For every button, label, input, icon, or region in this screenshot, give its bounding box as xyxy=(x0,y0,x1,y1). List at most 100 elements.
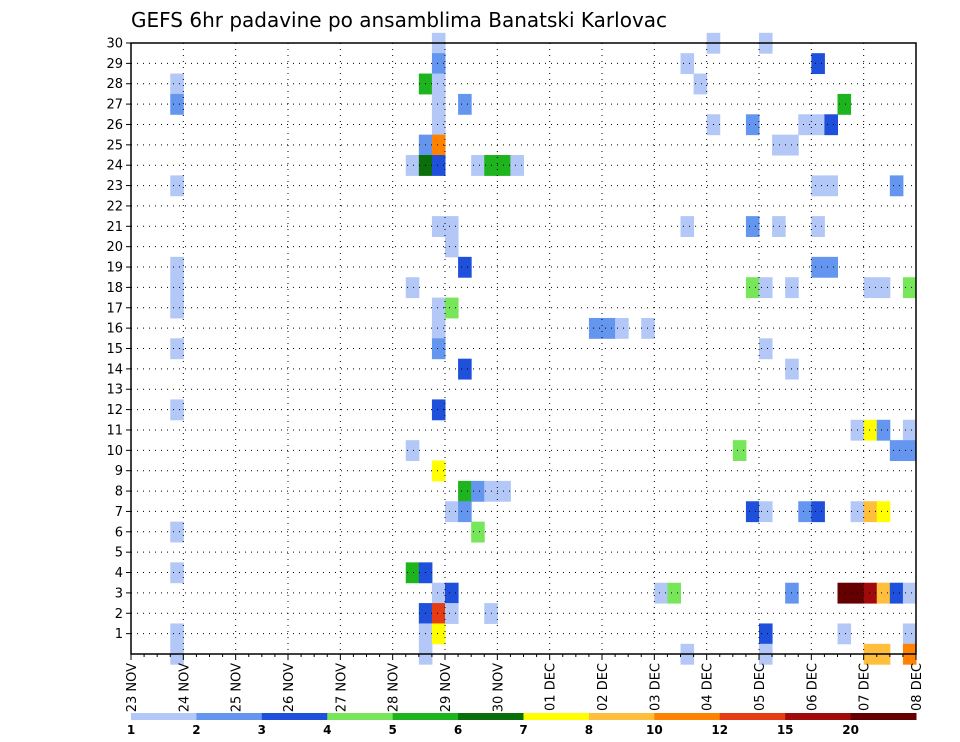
legend-label: 2 xyxy=(192,723,200,737)
heatmap-cell xyxy=(889,582,904,604)
y-tick-label: 26 xyxy=(106,118,123,133)
legend-swatch xyxy=(327,713,394,720)
heatmap-cell xyxy=(876,419,891,441)
y-tick-label: 15 xyxy=(106,342,123,357)
heatmap-cell xyxy=(889,440,904,462)
legend-label: 10 xyxy=(646,723,663,737)
heatmap-cell xyxy=(471,155,485,176)
heatmap-cell xyxy=(759,501,773,523)
heatmap-cell xyxy=(431,399,446,421)
y-tick-label: 24 xyxy=(106,159,123,174)
heatmap-cell xyxy=(680,53,695,75)
y-tick-label: 7 xyxy=(115,505,123,520)
x-axis: 23 NOV 24 NOV 25 NOV 26 NOV 27 NOV 28 NOV 29 N… xyxy=(125,654,925,712)
y-tick-label: 8 xyxy=(115,485,123,500)
heatmap-cell xyxy=(602,317,616,339)
heatmap-cell xyxy=(445,216,459,237)
y-tick-label: 1 xyxy=(115,627,123,642)
legend-label: 8 xyxy=(585,723,593,737)
y-tick-label: 9 xyxy=(115,464,123,479)
heatmap-cell xyxy=(837,93,852,115)
heatmap-cell xyxy=(170,521,184,543)
heatmap-cell xyxy=(863,277,878,299)
heatmap-cell xyxy=(405,155,420,176)
heatmap-cell xyxy=(431,53,446,75)
heatmap-cell xyxy=(759,623,773,645)
heatmap-cell xyxy=(458,480,472,502)
heatmap-cell xyxy=(445,297,459,319)
legend-swatch xyxy=(654,713,721,720)
heatmap-cell xyxy=(902,440,917,462)
y-tick-label: 22 xyxy=(106,199,123,214)
heatmap-cell xyxy=(811,175,825,197)
legend-swatch xyxy=(131,713,197,720)
heatmap-cell xyxy=(641,317,655,339)
x-tick-label: 07 DEC xyxy=(858,663,873,711)
heatmap-cell xyxy=(824,175,838,197)
heatmap-cell xyxy=(431,582,446,604)
legend-swatch xyxy=(719,713,786,720)
heatmap-cell xyxy=(811,216,825,237)
legend-label: 15 xyxy=(777,723,794,737)
legend-swatch xyxy=(458,713,524,720)
heatmap-cell xyxy=(772,134,786,156)
heatmap-cell xyxy=(824,256,838,278)
heatmap-cell xyxy=(811,53,825,75)
legend-label: 7 xyxy=(519,723,527,737)
y-tick-label: 30 xyxy=(106,37,123,52)
heatmap-cell xyxy=(405,277,420,299)
heatmap-cell xyxy=(863,419,878,441)
x-tick-label: 02 DEC xyxy=(596,663,611,711)
heatmap-cell xyxy=(405,440,420,462)
heatmap-cell xyxy=(170,175,184,197)
x-tick-label: 27 NOV xyxy=(334,663,349,712)
heatmap-cell xyxy=(654,582,668,604)
heatmap-cell xyxy=(863,582,878,604)
heatmap-cell xyxy=(431,623,446,645)
heatmap-cell xyxy=(445,582,459,604)
heatmap-cells xyxy=(170,32,917,665)
heatmap-cell xyxy=(431,297,446,319)
heatmap-cell xyxy=(863,501,878,523)
heatmap-cell xyxy=(902,623,917,645)
heatmap-cell xyxy=(170,338,184,360)
heatmap-cell xyxy=(759,277,773,299)
heatmap-cell xyxy=(471,521,485,543)
y-tick-label: 10 xyxy=(106,444,123,459)
y-tick-label: 5 xyxy=(115,546,123,561)
heatmap-cell xyxy=(876,277,891,299)
heatmap-cell xyxy=(745,501,760,523)
y-tick-label: 13 xyxy=(106,383,123,398)
heatmap-cell xyxy=(431,460,446,482)
x-tick-label: 06 DEC xyxy=(805,663,820,711)
y-tick-label: 11 xyxy=(106,423,123,438)
y-tick-label: 20 xyxy=(106,240,123,255)
heatmap-cell xyxy=(811,256,825,278)
heatmap-cell xyxy=(431,338,446,360)
heatmap-cell xyxy=(458,358,472,380)
heatmap-cell xyxy=(170,93,184,115)
y-tick-label: 16 xyxy=(106,322,123,337)
heatmap-cell xyxy=(431,134,446,156)
heatmap-cell xyxy=(170,562,184,584)
y-axis: 1234567891011121314151617181920212223242… xyxy=(106,37,131,642)
y-tick-label: 12 xyxy=(106,403,123,418)
legend-swatch xyxy=(196,713,263,720)
x-tick-label: 03 DEC xyxy=(648,663,663,711)
y-tick-label: 29 xyxy=(106,57,123,72)
legend-label: 6 xyxy=(454,723,462,737)
heatmap-cell xyxy=(497,155,511,176)
heatmap-cell xyxy=(732,440,747,462)
heatmap-cell xyxy=(170,399,184,421)
heatmap-cell xyxy=(811,501,825,523)
x-tick-label: 01 DEC xyxy=(544,663,559,711)
heatmap-cell xyxy=(445,236,459,258)
heatmap-cell xyxy=(759,338,773,360)
heatmap-cell xyxy=(745,277,760,299)
x-tick-label: 23 NOV xyxy=(125,663,140,712)
legend-label: 12 xyxy=(711,723,728,737)
y-tick-label: 27 xyxy=(106,98,123,113)
y-tick-label: 6 xyxy=(115,525,123,540)
heatmap-cell xyxy=(824,114,838,136)
x-tick-label: 30 NOV xyxy=(491,663,506,712)
